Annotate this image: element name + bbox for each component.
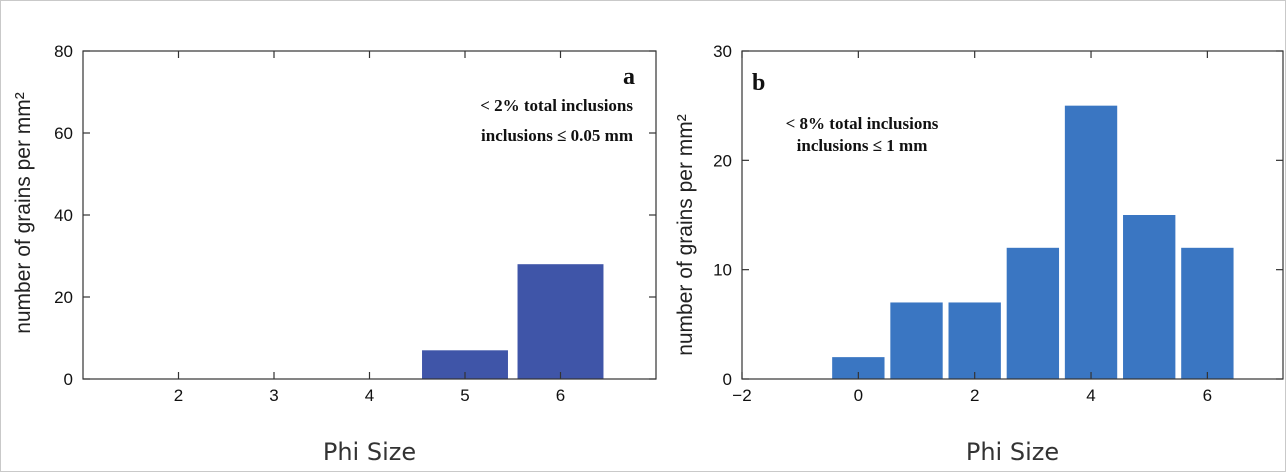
panel-b-bar xyxy=(832,357,885,379)
panel-a-y-tick-label: 80 xyxy=(54,42,73,61)
panel-a-y-tick-label: 40 xyxy=(54,206,73,225)
panel-b-y-tick-label: 0 xyxy=(723,370,732,389)
panel-b-y-tick-label: 30 xyxy=(713,42,732,61)
panel-b-bar xyxy=(1006,247,1060,379)
panel-b-panel-label: b xyxy=(752,70,765,96)
panel-a-x-tick-label: 5 xyxy=(460,386,469,405)
panel-b-x-tick-label: 0 xyxy=(854,386,863,405)
panel-b-x-tick-label: 6 xyxy=(1203,386,1212,405)
panel-a-bar xyxy=(517,264,604,379)
panel-b-annotation-line: inclusions ≤ 1 mm xyxy=(797,136,928,155)
panel-b-x-tick-label: −2 xyxy=(732,386,751,405)
panel-a-x-tick-label: 4 xyxy=(365,386,374,405)
panel-b-bar xyxy=(1123,215,1176,379)
panel-b-y-tick-label: 20 xyxy=(713,151,732,170)
panel-a-y-axis-label: number of grains per mm² xyxy=(12,92,35,334)
panel-b-y-tick-label: 10 xyxy=(713,261,732,280)
panel-a-x-tick-label: 6 xyxy=(556,386,565,405)
panel-a-x-tick-label: 3 xyxy=(269,386,278,405)
panel-a-y-tick-label: 60 xyxy=(54,124,73,143)
panel-a-annotation-line: < 2% total inclusions xyxy=(480,96,633,115)
panel-b-bar xyxy=(948,302,1001,379)
panel-a-y-tick-label: 20 xyxy=(54,288,73,307)
panel-b-plot-frame xyxy=(741,50,1284,380)
panel-a-y-tick-label: 0 xyxy=(64,370,73,389)
panel-b-bar xyxy=(890,302,943,379)
panel-b-x-tick-label: 4 xyxy=(1086,386,1095,405)
panel-a-x-axis-label: Phi Size xyxy=(323,438,416,466)
panel-a-panel-label: a xyxy=(623,64,635,90)
panel-b-bar xyxy=(1181,247,1234,379)
panel-a-x-tick-label: 2 xyxy=(174,386,183,405)
panel-a-annotation-line: inclusions ≤ 0.05 mm xyxy=(481,126,633,145)
panel-b-x-tick-label: 2 xyxy=(970,386,979,405)
panel-b-annotation-line: < 8% total inclusions xyxy=(786,114,939,133)
panel-b-bar xyxy=(1064,105,1118,380)
panel-b-y-axis-label: number of grains per mm² xyxy=(674,114,697,356)
panel-b-x-axis-label: Phi Size xyxy=(966,438,1059,466)
